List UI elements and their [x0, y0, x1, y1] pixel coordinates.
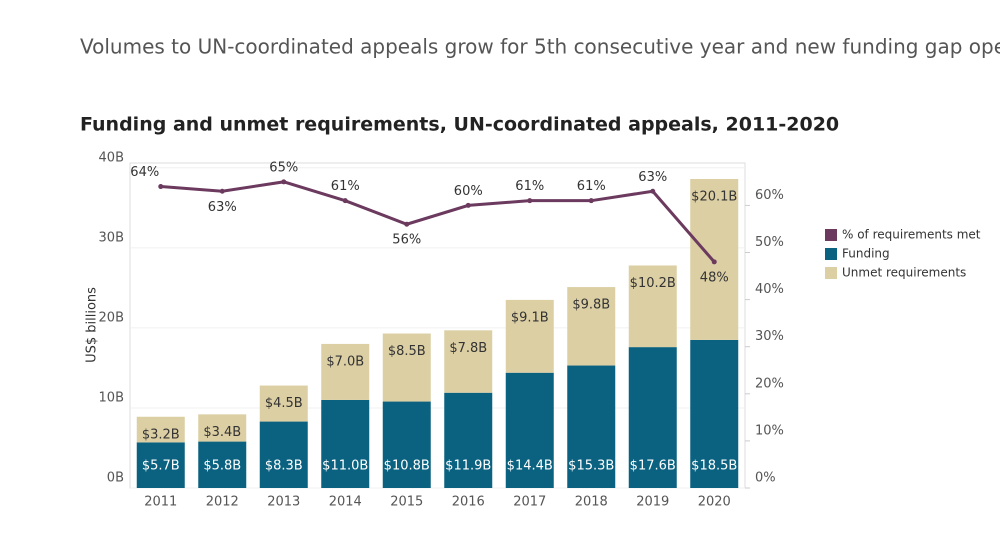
legend-swatch — [825, 248, 837, 260]
y-tick-label: 0B — [107, 471, 124, 486]
legend-swatch — [825, 229, 837, 241]
x-tick-label: 2017 — [513, 495, 546, 510]
y-tick-label: 20B — [99, 310, 124, 325]
data-label: $4.5B — [265, 396, 303, 411]
x-tick-label: 2015 — [390, 495, 423, 510]
bar — [198, 441, 247, 488]
bar — [444, 330, 493, 393]
line-label: 56% — [392, 233, 421, 248]
y-axis-label: US$ billions — [85, 287, 100, 363]
data-label: $9.8B — [572, 298, 610, 313]
line-point — [342, 198, 348, 204]
y2-tick-label: 50% — [755, 235, 784, 250]
line-label: 61% — [331, 179, 360, 194]
bar — [321, 343, 370, 400]
line-point — [650, 188, 656, 194]
chart-title: Funding and unmet requirements, UN-coord… — [80, 114, 839, 136]
data-label: $11.0B — [322, 459, 368, 474]
bar — [628, 347, 677, 488]
x-tick-label: 2016 — [452, 495, 485, 510]
y2-tick-label: 20% — [755, 376, 784, 391]
data-label: $5.7B — [142, 459, 180, 474]
legend-swatch — [825, 267, 837, 279]
line-point — [404, 221, 410, 227]
data-label: $17.6B — [630, 459, 676, 474]
headline: Volumes to UN-coordinated appeals grow f… — [80, 35, 1000, 59]
y2-tick-label: 30% — [755, 329, 784, 344]
data-label: $18.5B — [691, 459, 737, 474]
y2-tick-label: 0% — [755, 471, 776, 486]
line-point — [465, 202, 471, 208]
bar — [505, 372, 554, 488]
line-point — [588, 198, 594, 204]
data-label: $8.3B — [265, 459, 303, 474]
data-label: $15.3B — [568, 459, 614, 474]
bar — [505, 299, 554, 373]
data-label: $10.8B — [384, 459, 430, 474]
bar — [136, 442, 185, 488]
y2-tick-label: 40% — [755, 282, 784, 297]
data-label: $8.5B — [388, 344, 426, 359]
bar — [382, 333, 431, 402]
x-tick-label: 2013 — [267, 495, 300, 510]
y2-tick-label: 60% — [755, 188, 784, 203]
data-label: $14.4B — [507, 459, 553, 474]
x-tick-label: 2018 — [575, 495, 608, 510]
line-label: 48% — [700, 270, 729, 285]
line-point — [158, 184, 164, 190]
line-point — [527, 198, 533, 204]
bar — [136, 416, 185, 443]
bar — [567, 287, 616, 366]
x-tick-label: 2014 — [329, 495, 362, 510]
y-tick-label: 10B — [99, 390, 124, 405]
line-label: 61% — [577, 179, 606, 194]
line-label: 64% — [130, 165, 159, 180]
data-label: $10.2B — [630, 276, 676, 291]
bar — [567, 365, 616, 488]
data-label: $3.4B — [203, 425, 241, 440]
bar — [198, 414, 247, 442]
line-label: 63% — [208, 200, 237, 215]
line-label: 65% — [269, 160, 298, 175]
y2-tick-label: 10% — [755, 423, 784, 438]
line-label: 60% — [454, 184, 483, 199]
line-point — [281, 179, 287, 185]
x-tick-label: 2019 — [636, 495, 669, 510]
line-label: 63% — [638, 170, 667, 185]
data-label: $20.1B — [691, 190, 737, 205]
data-label: $3.2B — [142, 427, 180, 442]
bar — [321, 399, 370, 488]
bar — [259, 385, 308, 422]
line-label: 61% — [515, 179, 544, 194]
y-tick-label: 40B — [99, 150, 124, 165]
data-label: $7.0B — [326, 354, 364, 369]
x-tick-label: 2011 — [144, 495, 177, 510]
data-label: $11.9B — [445, 459, 491, 474]
bar — [690, 339, 739, 488]
legend-label: % of requirements met — [842, 228, 981, 242]
data-label: $5.8B — [203, 459, 241, 474]
line-point — [219, 188, 225, 194]
x-tick-label: 2020 — [698, 495, 731, 510]
bar — [259, 421, 308, 488]
data-label: $7.8B — [449, 341, 487, 356]
legend-label: Funding — [842, 247, 890, 261]
line — [160, 180, 716, 263]
data-label: $9.1B — [511, 310, 549, 325]
legend-label: Unmet requirements — [842, 266, 966, 280]
x-tick-label: 2012 — [206, 495, 239, 510]
bar — [628, 265, 677, 348]
bar — [444, 392, 493, 488]
bar — [382, 401, 431, 488]
y-tick-label: 30B — [99, 230, 124, 245]
line-point — [711, 259, 717, 265]
